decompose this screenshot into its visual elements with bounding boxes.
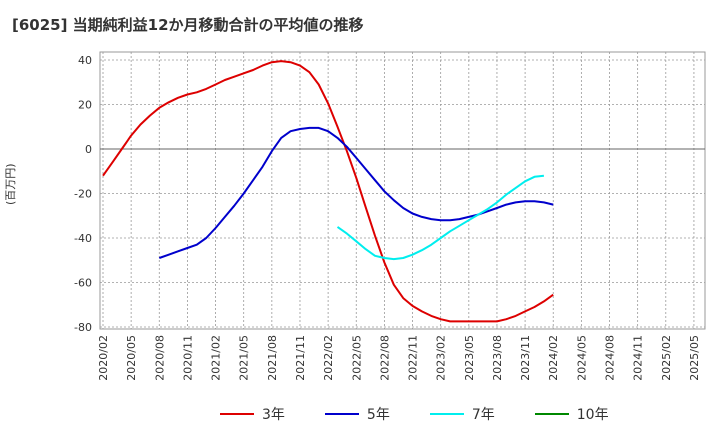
y-tick-label: -40 xyxy=(74,232,92,245)
x-tick-label: 2024/02 xyxy=(547,335,560,381)
legend-item: 5年 xyxy=(324,404,390,424)
legend-label: 7年 xyxy=(471,407,495,423)
y-tick-label: -20 xyxy=(74,188,92,201)
x-tick-label: 2020/02 xyxy=(97,335,110,381)
legend-swatch xyxy=(534,413,569,415)
y-tick-label: 40 xyxy=(78,54,92,67)
legend-item: 7年 xyxy=(429,404,495,424)
x-tick-label: 2021/05 xyxy=(238,335,251,381)
legend: 3年 5年 7年 10年 xyxy=(220,404,609,424)
x-tick-label: 2020/05 xyxy=(125,335,138,381)
legend-swatch xyxy=(220,413,254,415)
x-tick-label: 2022/08 xyxy=(378,335,391,381)
x-tick-label: 2025/02 xyxy=(660,335,673,381)
x-tick-label: 2025/05 xyxy=(688,335,701,381)
x-tick-label: 2021/11 xyxy=(294,335,307,381)
x-tick-label: 2024/11 xyxy=(632,335,645,381)
x-tick-label: 2021/02 xyxy=(210,335,223,381)
y-tick-label: 20 xyxy=(78,99,92,112)
y-tick-label: -60 xyxy=(74,277,92,290)
x-tick-label: 2023/02 xyxy=(435,335,448,381)
y-tick-label: -80 xyxy=(74,321,92,334)
x-tick-label: 2023/08 xyxy=(491,335,504,381)
series-lines xyxy=(102,60,554,323)
legend-swatch xyxy=(429,413,464,415)
x-tick-label: 2021/08 xyxy=(266,335,279,381)
series-line-3年 xyxy=(102,60,554,323)
x-tick-labels: 2020/02 2020/05 2020/08 2020/11 2021/02 2021/… xyxy=(97,335,701,381)
legend-label: 10年 xyxy=(576,407,609,423)
x-tick-label: 2023/11 xyxy=(519,335,532,381)
x-tick-label: 2024/05 xyxy=(575,335,588,381)
x-tick-label: 2023/05 xyxy=(463,335,476,381)
y-tick-labels: 40 20 0 -20 -40 -60 -80 xyxy=(74,54,92,334)
y-tick-label: 0 xyxy=(85,143,92,156)
grid xyxy=(100,52,705,329)
legend-item: 3年 xyxy=(220,404,285,424)
chart-title: [6025] 当期純利益12か月移動合計の平均値の推移 xyxy=(12,16,364,34)
legend-label: 3年 xyxy=(262,407,285,423)
series-line-5年 xyxy=(158,126,554,259)
x-tick-label: 2022/02 xyxy=(322,335,335,381)
x-tick-label: 2020/08 xyxy=(153,335,166,381)
x-tick-label: 2022/11 xyxy=(407,335,420,381)
legend-swatch xyxy=(324,413,359,415)
x-tick-label: 2020/11 xyxy=(181,335,194,381)
legend-item: 10年 xyxy=(534,404,609,424)
legend-label: 5年 xyxy=(366,407,390,423)
series-line-7年 xyxy=(336,174,545,261)
x-tick-label: 2022/05 xyxy=(350,335,363,381)
x-tick-label: 2024/08 xyxy=(604,335,617,381)
